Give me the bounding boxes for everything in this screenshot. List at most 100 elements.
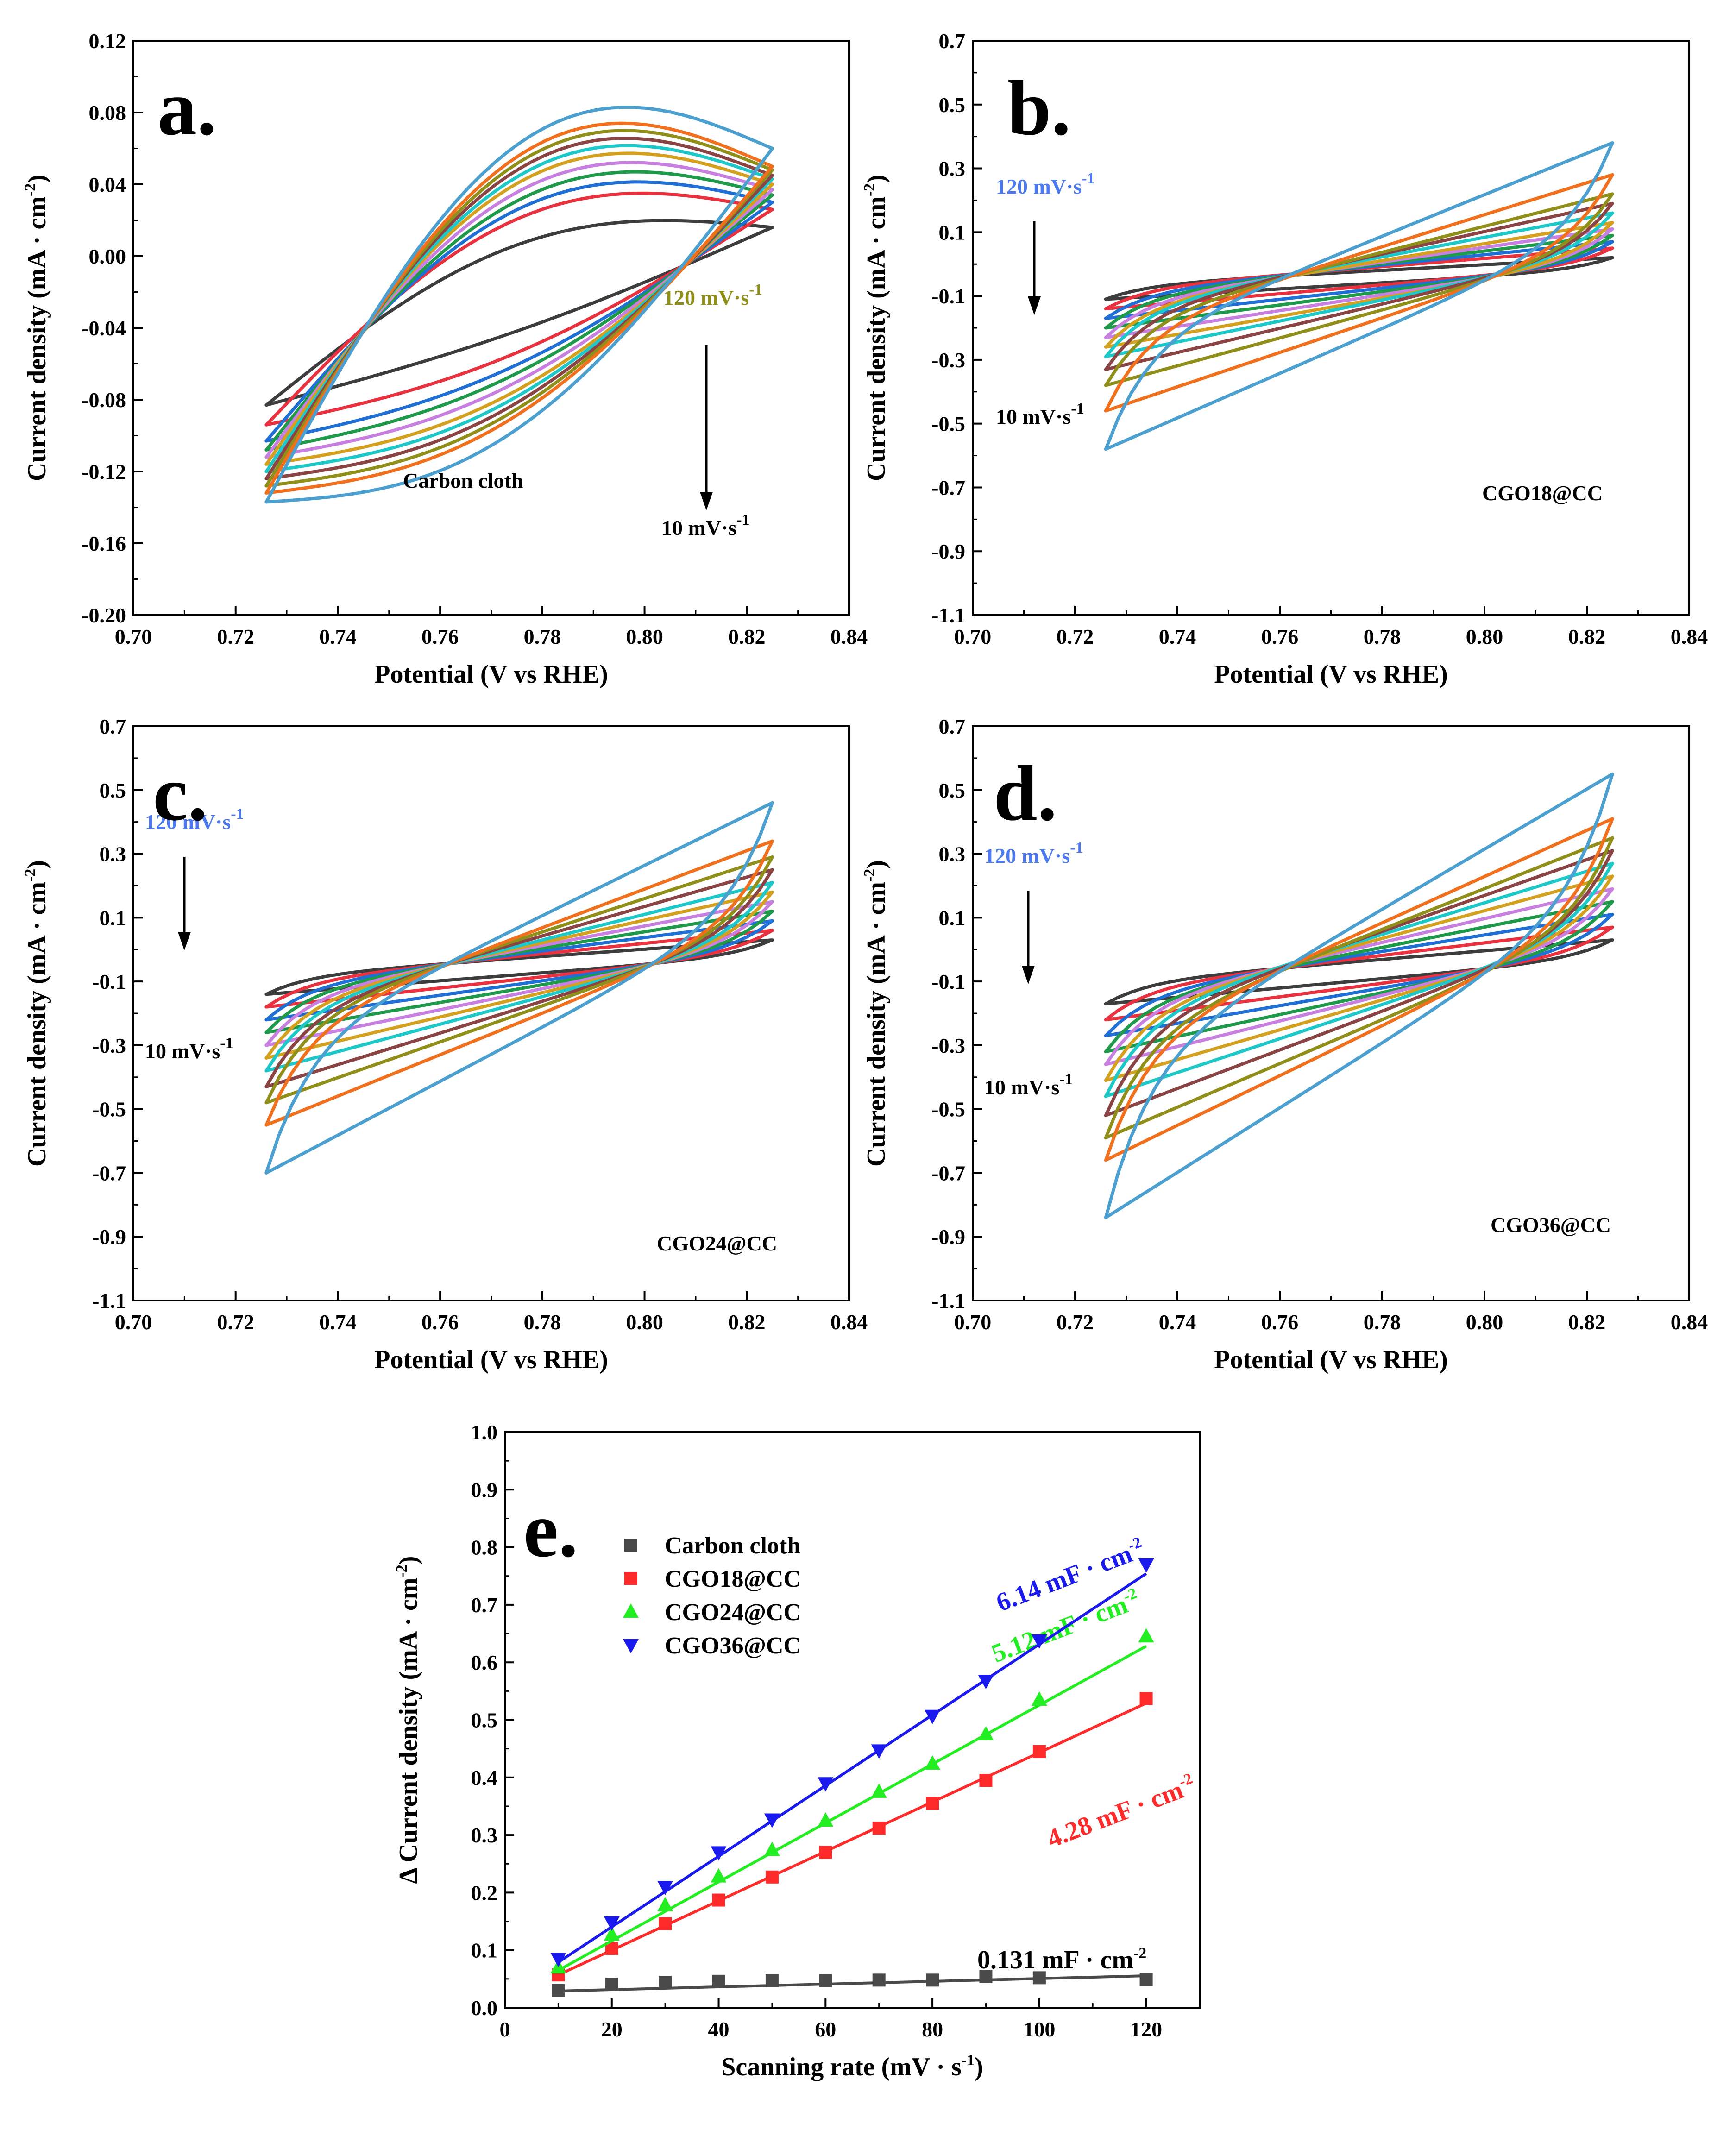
b-x-tick-label: 0.78 bbox=[1364, 625, 1401, 648]
c-y-tick-label: 0.1 bbox=[100, 906, 126, 930]
a-y-tick-label: -0.20 bbox=[82, 603, 126, 627]
d-x-tick-label: 0.80 bbox=[1466, 1310, 1503, 1334]
c-rate-arrow-head bbox=[178, 932, 191, 950]
c-y-tick-label: 0.5 bbox=[100, 779, 126, 802]
e-y-tick-label: 0.5 bbox=[471, 1709, 498, 1732]
c-x-tick-label: 0.80 bbox=[626, 1310, 663, 1334]
a-y-tick-label: 0.04 bbox=[89, 173, 126, 196]
a-y-tick-label: -0.08 bbox=[82, 388, 126, 412]
e-legend-label-1: CGO18@CC bbox=[665, 1566, 801, 1592]
e-x-tick-label: 100 bbox=[1023, 2017, 1055, 2041]
panel-a: 0.70 0.72 0.74 0.76 0.78 0.80 0.82 0.84 -0.20 -0.… bbox=[22, 29, 868, 689]
a-x-tick-label: 0.84 bbox=[830, 625, 868, 648]
a-x-tick-label: 0.80 bbox=[626, 625, 663, 648]
e-legend-label-2: CGO24@CC bbox=[665, 1599, 801, 1626]
c-sample-label: CGO24@CC bbox=[657, 1232, 777, 1255]
c-panel-label: c. bbox=[153, 750, 208, 837]
e-x-tick-label: 120 bbox=[1130, 2017, 1162, 2041]
a-x-tick-label: 0.74 bbox=[319, 625, 357, 648]
b-y-tick-label: -0.9 bbox=[931, 540, 965, 563]
e-fit-line-2 bbox=[557, 1645, 1147, 1972]
d-y-tick-label: 0.5 bbox=[939, 779, 966, 802]
a-x-tick-label: 0.72 bbox=[217, 625, 254, 648]
d-y-tick-label: -0.7 bbox=[931, 1161, 965, 1185]
c-y-tick-label: -0.5 bbox=[92, 1098, 126, 1121]
b-y-tick-label: -0.5 bbox=[931, 412, 965, 436]
d-y-tick-label: 0.7 bbox=[939, 715, 966, 738]
e-point-0 bbox=[926, 1973, 939, 1987]
e-point-3 bbox=[550, 1953, 566, 1967]
a-cv-loop-40 bbox=[264, 170, 774, 452]
e-fit-label-0: 0.131 mF · cm-2 bbox=[977, 1945, 1146, 1974]
e-point-0 bbox=[1032, 1971, 1046, 1985]
c-y-tick-label: -0.1 bbox=[92, 970, 126, 993]
e-fit-line-3 bbox=[557, 1572, 1147, 1964]
d-y-tick-label: -0.1 bbox=[931, 970, 965, 993]
b-y-tick-label: -0.1 bbox=[931, 284, 965, 308]
a-rate-arrow-head bbox=[700, 492, 713, 510]
a-rate-label-high: 120 mV·s-1 bbox=[663, 281, 762, 309]
a-x-tick-label: 0.70 bbox=[115, 625, 152, 648]
b-panel-label: b. bbox=[1007, 64, 1071, 151]
e-point-0 bbox=[1139, 1973, 1153, 1986]
e-point-3 bbox=[604, 1916, 620, 1931]
e-point-1 bbox=[1032, 1745, 1046, 1758]
e-point-2 bbox=[978, 1726, 994, 1740]
c-rate-label-low: 10 mV·s-1 bbox=[145, 1035, 233, 1063]
e-point-3 bbox=[657, 1880, 673, 1895]
d-x-tick-label: 0.84 bbox=[1671, 1310, 1708, 1334]
a-cv-loop-70 bbox=[264, 144, 774, 473]
e-point-1 bbox=[1139, 1692, 1153, 1705]
d-panel-label: d. bbox=[994, 750, 1057, 837]
a-sample-label: Carbon cloth bbox=[403, 469, 523, 492]
b-x-axis-title: Potential (V vs RHE) bbox=[1214, 660, 1448, 689]
a-rate-label-low: 10 mV·s-1 bbox=[661, 511, 750, 540]
a-cv-loop-10 bbox=[264, 219, 774, 407]
b-y-tick-label: 0.5 bbox=[939, 93, 966, 117]
a-y-axis-title: Current density (mA · cm-2) bbox=[22, 175, 51, 481]
d-x-tick-label: 0.76 bbox=[1261, 1310, 1299, 1334]
c-x-axis-title: Potential (V vs RHE) bbox=[374, 1345, 608, 1374]
a-cv-loop-120 bbox=[264, 106, 774, 504]
b-x-tick-label: 0.70 bbox=[954, 625, 992, 648]
e-point-3 bbox=[764, 1813, 780, 1828]
c-y-tick-label: -1.1 bbox=[92, 1289, 126, 1313]
e-point-2 bbox=[1031, 1691, 1047, 1706]
e-point-0 bbox=[712, 1974, 725, 1988]
e-point-2 bbox=[764, 1841, 780, 1856]
a-cv-loop-90 bbox=[264, 129, 774, 488]
c-x-tick-label: 0.76 bbox=[421, 1310, 459, 1334]
panel-e: 0 20 40 60 80 100 120 0.0 0.1 0.2 0.3 0.4 0.5 0.6 0.7 0… bbox=[393, 1420, 1201, 2081]
c-y-tick-label: 0.3 bbox=[100, 842, 126, 866]
e-y-axis-title: Δ Current density (mA · cm-2) bbox=[393, 1556, 423, 1884]
d-x-axis-title: Potential (V vs RHE) bbox=[1214, 1345, 1448, 1374]
d-cv-loop-80 bbox=[1104, 849, 1614, 1117]
a-cv-loop-30 bbox=[264, 180, 774, 443]
e-point-2 bbox=[711, 1868, 727, 1883]
c-rate-label-high: 120 mV·s-1 bbox=[145, 805, 244, 834]
d-y-axis-title: Current density (mA · cm-2) bbox=[861, 860, 891, 1167]
e-point-3 bbox=[818, 1777, 834, 1792]
e-point-3 bbox=[925, 1709, 941, 1724]
e-fit-line-1 bbox=[558, 1702, 1147, 1976]
b-y-tick-label: -0.7 bbox=[931, 476, 965, 499]
a-panel-label: a. bbox=[157, 64, 217, 151]
a-x-tick-label: 0.76 bbox=[421, 625, 459, 648]
b-x-tick-label: 0.76 bbox=[1261, 625, 1299, 648]
e-point-0 bbox=[605, 1978, 618, 1991]
d-y-tick-label: -0.3 bbox=[931, 1034, 965, 1057]
c-x-tick-label: 0.82 bbox=[728, 1310, 766, 1334]
e-x-tick-label: 0 bbox=[500, 2017, 510, 2041]
e-y-tick-label: 1.0 bbox=[471, 1420, 498, 1444]
a-y-tick-label: 0.08 bbox=[89, 101, 126, 125]
e-y-tick-label: 0.6 bbox=[471, 1651, 498, 1674]
e-point-3 bbox=[711, 1846, 727, 1861]
e-y-tick-label: 0.9 bbox=[471, 1478, 498, 1502]
b-x-tick-label: 0.84 bbox=[1671, 625, 1708, 648]
b-x-tick-label: 0.80 bbox=[1466, 625, 1503, 648]
e-panel-label: e. bbox=[523, 1486, 578, 1573]
c-y-axis-title: Current density (mA · cm-2) bbox=[22, 860, 51, 1167]
a-x-tick-label: 0.82 bbox=[728, 625, 766, 648]
e-point-1 bbox=[765, 1870, 779, 1884]
